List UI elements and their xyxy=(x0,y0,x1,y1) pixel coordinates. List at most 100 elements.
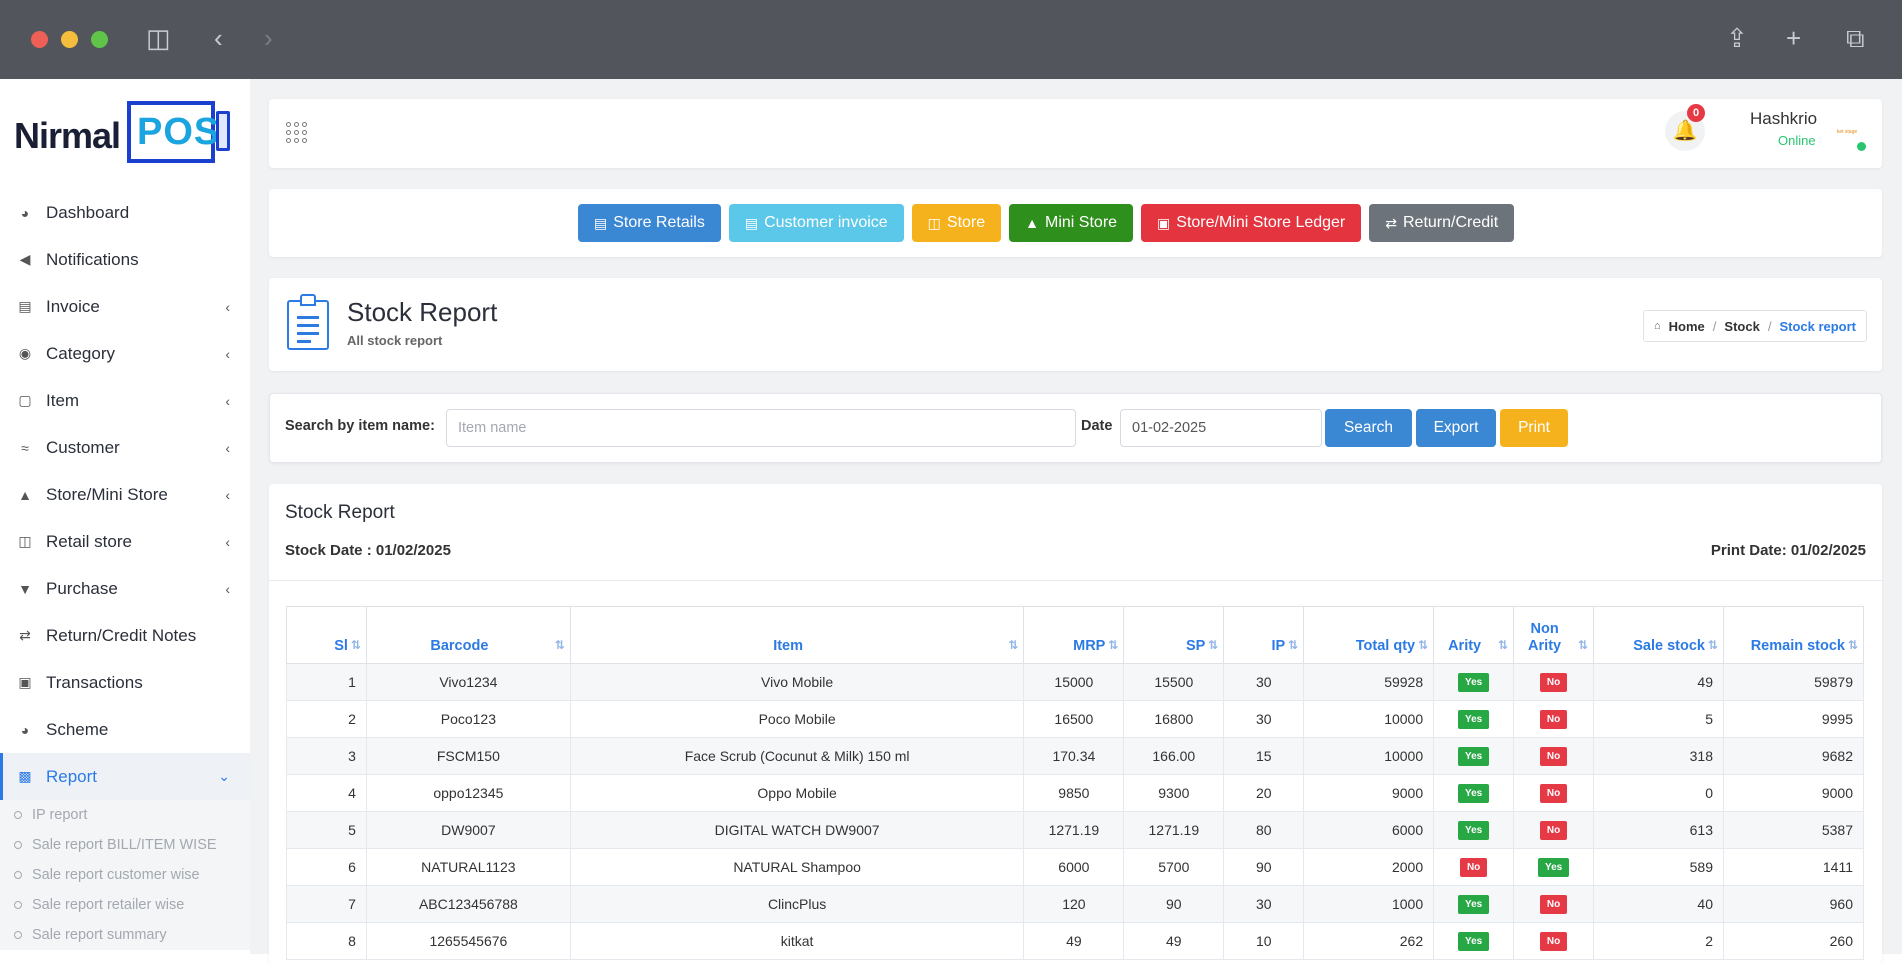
table-cell: 5387 xyxy=(1722,811,1865,849)
column-header-sale-stock[interactable]: Sale stock ⇅ xyxy=(1593,606,1724,664)
column-label: Remain stock xyxy=(1750,638,1845,654)
column-header-sp[interactable]: SP ⇅ xyxy=(1123,606,1225,664)
sort-icon: ⇅ xyxy=(350,638,361,652)
no-badge: No xyxy=(1539,747,1568,766)
table-cell: 5700 xyxy=(1123,848,1225,886)
column-header-remain-stock[interactable]: Remain stock ⇅ xyxy=(1722,606,1865,664)
breadcrumb-home[interactable]: Home xyxy=(1668,318,1705,334)
stock-date: Stock Date : 01/02/2025 xyxy=(285,542,451,559)
column-header-arity[interactable]: Arity ⇅ xyxy=(1433,606,1515,664)
date-input[interactable]: 01-02-2025 xyxy=(1120,409,1322,447)
table-cell: 1000 xyxy=(1303,885,1435,923)
column-header-sl[interactable]: Sl ⇅ xyxy=(286,606,367,664)
sidebar-item-customer[interactable]: ≈ Customer ‹ xyxy=(0,424,250,471)
user-name[interactable]: Hashkrio xyxy=(1750,109,1818,128)
submenu-item-ip-report[interactable]: IP report xyxy=(0,800,250,830)
forward-icon[interactable]: › xyxy=(264,23,273,53)
submenu-item-sale-report-summary[interactable]: Sale report summary xyxy=(0,920,250,950)
column-header-total-qty[interactable]: Total qty ⇅ xyxy=(1303,606,1435,664)
sidebar-item-report[interactable]: ▩ Report ⌄ xyxy=(0,753,250,800)
column-label: Non Arity xyxy=(1528,621,1562,654)
table-cell: 589 xyxy=(1593,848,1724,886)
table-row: 5 DW9007 DIGITAL WATCH DW9007 1271.19 1271.1… xyxy=(286,811,1865,849)
breadcrumb-stock[interactable]: Stock xyxy=(1724,318,1760,334)
sidebar-item-label: Transactions xyxy=(46,672,143,692)
date-label: Date xyxy=(1081,418,1113,434)
table-cell: Yes xyxy=(1433,774,1515,812)
logo[interactable]: Nirmal POS xyxy=(14,101,244,163)
item-name-input[interactable]: Item name xyxy=(446,409,1076,447)
share-icon[interactable]: ⇪ xyxy=(1726,23,1748,53)
button-label: Customer invoice xyxy=(764,214,888,231)
sidebar-item-return-credit-notes[interactable]: ⇄ Return/Credit Notes xyxy=(0,612,250,659)
column-header-item[interactable]: Item ⇅ xyxy=(569,606,1025,664)
sidebar-item-notifications[interactable]: ◀ Notifications xyxy=(0,236,250,283)
column-header-non-arity[interactable]: Non Arity ⇅ xyxy=(1513,606,1595,664)
breadcrumb: ⌂ Home / Stock / Stock report xyxy=(1643,310,1868,342)
sidebar-item-invoice[interactable]: ▤ Invoice ‹ xyxy=(0,283,250,330)
logo-text-primary: Nirmal xyxy=(14,115,121,156)
export-button[interactable]: Export xyxy=(1416,409,1496,447)
exchange-icon: ⇄ xyxy=(1385,214,1397,231)
column-header-barcode[interactable]: Barcode ⇅ xyxy=(365,606,571,664)
submenu-item-sale-report-retailer[interactable]: Sale report retailer wise xyxy=(0,890,250,920)
search-button[interactable]: Search xyxy=(1325,409,1412,447)
print-button[interactable]: Print xyxy=(1500,409,1568,447)
cart-icon: ▼ xyxy=(18,580,32,597)
column-label: Total qty xyxy=(1355,638,1416,654)
table-row: 6 NATURAL1123 NATURAL Shampoo 6000 5700 90 200… xyxy=(286,848,1865,886)
sidebar-item-dashboard[interactable]: ◕ Dashboard xyxy=(0,189,250,236)
close-window-button[interactable] xyxy=(31,31,48,48)
sidebar-item-item[interactable]: ▢ Item ‹ xyxy=(0,377,250,424)
table-cell: 2000 xyxy=(1303,848,1435,886)
button-label: Store xyxy=(946,214,986,231)
return-credit-button[interactable]: ⇄ Return/Credit xyxy=(1369,204,1515,242)
sidebar-toggle-icon[interactable]: ◫ xyxy=(146,23,171,53)
table-cell: 59879 xyxy=(1722,663,1865,701)
table-cell: 1411 xyxy=(1722,848,1865,886)
table-cell: 9682 xyxy=(1722,737,1865,775)
minimize-window-button[interactable] xyxy=(61,31,78,48)
column-header-mrp[interactable]: MRP ⇅ xyxy=(1023,606,1125,664)
sidebar-item-store-mini-store[interactable]: ▲ Store/Mini Store ‹ xyxy=(0,471,250,518)
register-icon: ▤ xyxy=(594,214,608,231)
submenu-item-sale-report-bill-item[interactable]: Sale report BILL/ITEM WISE xyxy=(0,830,250,860)
maximize-window-button[interactable] xyxy=(91,31,108,48)
store-icon: ◫ xyxy=(18,533,32,549)
sidebar-item-purchase[interactable]: ▼ Purchase ‹ xyxy=(0,565,250,612)
receipt-icon: ▤ xyxy=(18,298,32,314)
avatar[interactable]: ket stage xyxy=(1836,129,1858,135)
submenu-item-sale-report-customer[interactable]: Sale report customer wise xyxy=(0,860,250,890)
sidebar-item-scheme[interactable]: ◕ Scheme xyxy=(0,706,250,753)
table-cell: 16800 xyxy=(1123,700,1225,738)
bag-icon: ▢ xyxy=(18,392,32,408)
table-cell: 120 xyxy=(1023,885,1125,923)
store-button[interactable]: ◫ Store xyxy=(911,204,1002,242)
table-cell: 613 xyxy=(1593,811,1724,849)
table-cell: Yes xyxy=(1433,737,1515,775)
column-header-ip[interactable]: IP ⇅ xyxy=(1223,606,1305,664)
sidebar-item-retail-store[interactable]: ◫ Retail store ‹ xyxy=(0,518,250,565)
no-badge: No xyxy=(1459,858,1488,877)
table-cell: 1 xyxy=(286,663,367,701)
apps-grid-icon[interactable] xyxy=(286,122,308,144)
table-cell: No xyxy=(1433,848,1515,886)
tabs-overview-icon[interactable]: ⧉ xyxy=(1846,23,1865,53)
column-label: Item xyxy=(773,638,804,654)
table-cell: 170.34 xyxy=(1023,737,1125,775)
store-retails-button[interactable]: ▤ Store Retails xyxy=(578,204,721,242)
sidebar-item-transactions[interactable]: ▣ Transactions xyxy=(0,659,250,706)
mini-store-button[interactable]: ▲ Mini Store xyxy=(1009,204,1134,242)
table-cell: 7 xyxy=(286,885,367,923)
notification-count-badge: 0 xyxy=(1687,104,1705,122)
column-label: IP xyxy=(1271,638,1286,654)
new-tab-icon[interactable]: + xyxy=(1786,23,1802,53)
search-label: Search by item name: xyxy=(285,418,435,434)
store-mini-store-ledger-button[interactable]: ▣ Store/Mini Store Ledger xyxy=(1141,204,1362,242)
submenu-item-label: IP report xyxy=(32,807,88,823)
sidebar-item-category[interactable]: ◉ Category ‹ xyxy=(0,330,250,377)
table-cell: Vivo Mobile xyxy=(569,663,1025,701)
customer-invoice-button[interactable]: ▤ Customer invoice xyxy=(728,204,904,242)
back-icon[interactable]: ‹ xyxy=(214,23,223,53)
table-cell: 3 xyxy=(286,737,367,775)
